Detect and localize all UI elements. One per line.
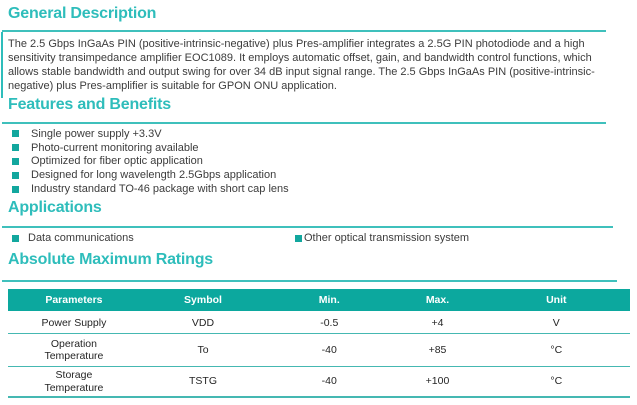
bullet-square-icon — [12, 157, 19, 165]
table-cell-max: +4 — [431, 316, 444, 329]
section-rule-features — [2, 122, 606, 124]
table-cell-symbol: TSTG — [139, 366, 267, 397]
table-row: Operation Temperature To -40 +85 °C — [8, 333, 630, 367]
general-description-paragraph: The 2.5 Gbps InGaAs PIN (positive-intrin… — [1, 32, 620, 98]
section-title-general-description: General Description — [8, 5, 157, 22]
feature-item-label: Optimized for fiber optic application — [31, 155, 203, 168]
table-header-cell: Min. — [266, 289, 393, 313]
feature-item: Optimized for fiber optic application — [12, 155, 612, 169]
feature-item-label: Photo-current monitoring available — [31, 141, 199, 154]
feature-item: Industry standard TO-46 package with sho… — [12, 182, 612, 196]
bullet-square-icon — [12, 144, 19, 152]
section-title-applications: Applications — [8, 199, 102, 216]
section-rule-general-description — [2, 30, 606, 32]
section-title-absolute-maximum-ratings: Absolute Maximum Ratings — [8, 251, 214, 268]
section-rule-applications — [2, 226, 613, 228]
table-cell-symbol: VDD — [191, 316, 215, 329]
table-cell-min: -0.5 — [320, 316, 339, 329]
feature-item: Photo-current monitoring available — [12, 141, 612, 155]
table-cell-parameter: Storage Temperature — [8, 366, 140, 397]
bullet-square-icon — [295, 234, 302, 242]
feature-list: Single power supply +3.3V Photo-current … — [12, 127, 612, 196]
table-header-cell: Parameters — [8, 289, 140, 313]
table-cell-min: -40 — [266, 366, 393, 397]
table-cell-symbol: To — [139, 333, 267, 367]
bullet-square-icon — [12, 130, 19, 138]
feature-item-label: Designed for long wavelength 2.5Gbps app… — [31, 169, 277, 182]
table-header-cell: Symbol — [139, 289, 267, 313]
table-cell-parameter: Power Supply — [41, 316, 107, 329]
feature-item: Single power supply +3.3V — [12, 127, 612, 141]
table-cell-min: -40 — [266, 333, 393, 367]
feature-item-label: Single power supply +3.3V — [31, 127, 162, 140]
table-cell-unit: °C — [482, 333, 630, 367]
application-item-label: Other optical transmission system — [304, 232, 470, 244]
table-cell-unit: V — [552, 316, 560, 329]
section-rule-absolute-maximum-ratings — [2, 280, 617, 282]
table-row: Storage Temperature TSTG -40 +100 °C — [8, 366, 630, 397]
feature-item: Designed for long wavelength 2.5Gbps app… — [12, 168, 612, 182]
application-item: Data communications — [12, 232, 134, 244]
application-item: Other optical transmission system — [295, 232, 469, 244]
bullet-square-icon — [12, 234, 19, 242]
application-item-label: Data communications — [28, 232, 134, 244]
bullet-square-icon — [12, 185, 19, 193]
applications-row: Data communications Other optical transm… — [0, 232, 637, 246]
section-title-features: Features and Benefits — [8, 96, 171, 113]
table-cell-unit: °C — [482, 366, 630, 397]
table-cell-max: +100 — [392, 366, 483, 397]
table-row: Power Supply VDD -0.5 +4 V — [8, 312, 630, 334]
table-cell-max: +85 — [392, 333, 483, 367]
table-header-cell: Unit — [482, 289, 630, 313]
feature-item-label: Industry standard TO-46 package with sho… — [31, 183, 289, 196]
table-header-cell: Max. — [392, 289, 483, 313]
table-cell-parameter: Operation Temperature — [8, 333, 140, 367]
table-header-row: Parameters Symbol Min. Max. Unit — [8, 289, 630, 313]
bullet-square-icon — [12, 171, 19, 179]
absolute-maximum-ratings-table: Parameters Symbol Min. Max. Unit Power S… — [8, 289, 630, 398]
